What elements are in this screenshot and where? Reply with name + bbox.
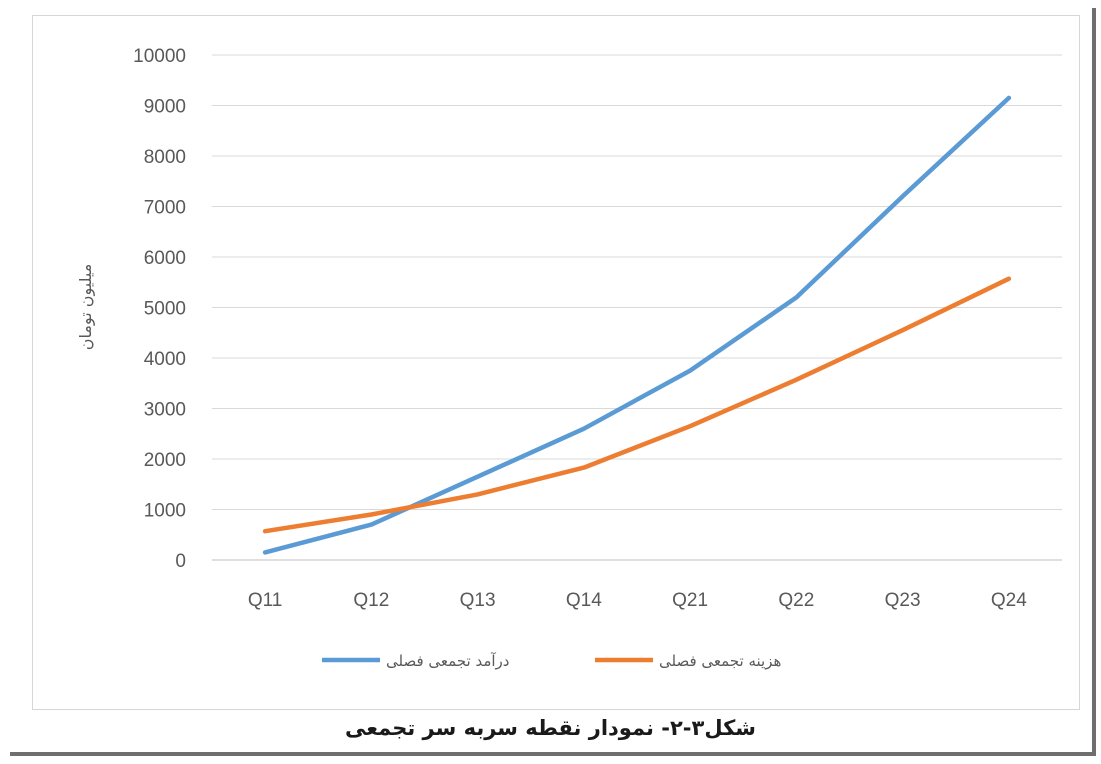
y-tick-label: 2000 (144, 450, 186, 471)
series-line-0 (262, 95, 1012, 555)
x-tick-label: Q13 (460, 590, 496, 611)
chart-area (32, 15, 1080, 710)
legend-label-1: هزینه تجمعی فصلی (659, 652, 781, 670)
gridlines (212, 54, 1062, 561)
x-tick-label: Q23 (885, 590, 921, 611)
y-tick-labels: 0 1000 2000 3000 4000 5000 6000 7000 8000 9000 100… (133, 46, 186, 572)
y-axis-label: میلیون تومان (76, 264, 96, 351)
series-line-1 (262, 276, 1012, 534)
figure-caption: شکل۳-۲- نمودار نقطه سربه سر تجمعی (345, 716, 756, 740)
y-tick-label: 7000 (144, 198, 186, 219)
x-tick-label: Q24 (991, 590, 1027, 611)
y-tick-label: 5000 (144, 299, 186, 320)
legend: درآمد تجمعی فصلی هزینه تجمعی فصلی (322, 652, 781, 670)
x-tick-label: Q14 (566, 590, 602, 611)
y-tick-label: 4000 (144, 349, 186, 370)
y-tick-label: 3000 (144, 400, 186, 421)
y-tick-label: 1000 (144, 501, 186, 522)
y-tick-label: 0 (175, 551, 186, 572)
x-tick-label: Q11 (248, 590, 283, 611)
y-tick-label: 9000 (144, 97, 186, 118)
x-tick-label: Q12 (353, 590, 389, 611)
x-tick-label: Q21 (672, 590, 708, 611)
y-tick-label: 10000 (133, 46, 186, 67)
legend-label-0: درآمد تجمعی فصلی (386, 652, 509, 670)
series-lines (262, 95, 1012, 555)
y-tick-label: 8000 (144, 147, 186, 168)
x-tick-label: Q22 (778, 590, 814, 611)
x-tick-labels: Q11 Q12 Q13 Q14 Q21 Q22 Q23 Q24 (248, 590, 1027, 611)
y-tick-label: 6000 (144, 248, 186, 269)
